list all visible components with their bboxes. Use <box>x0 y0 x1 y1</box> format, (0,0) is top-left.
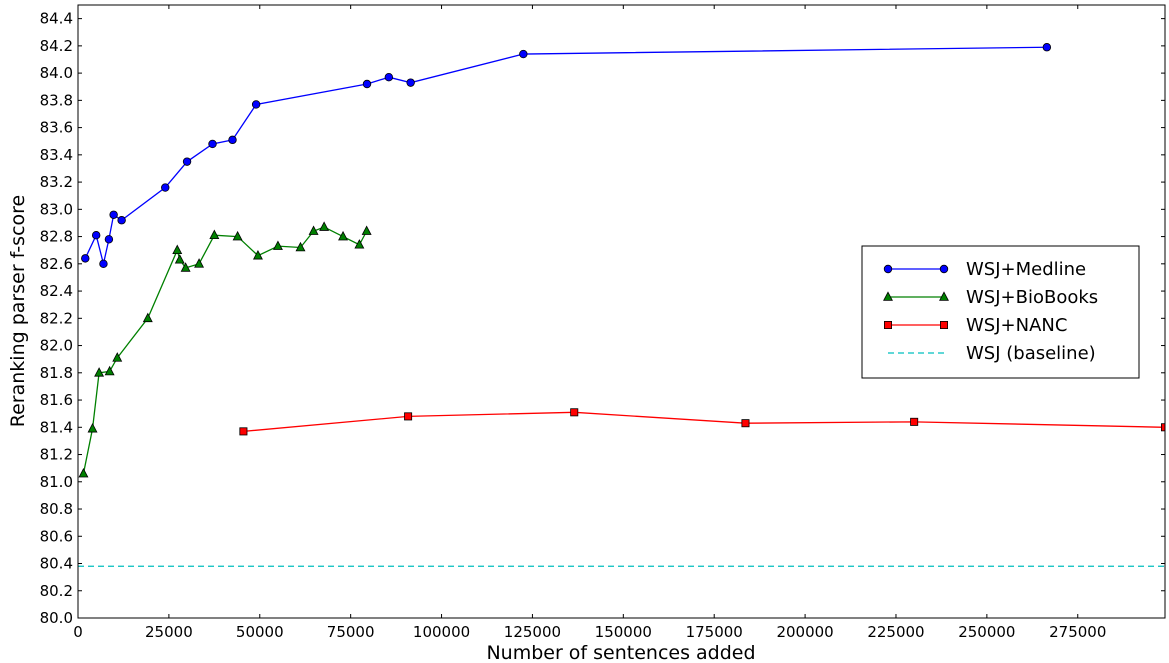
legend-label: WSJ+Medline <box>966 259 1086 280</box>
data-point <box>112 352 123 362</box>
legend-marker <box>883 264 893 274</box>
y-tick-label: 84.0 <box>40 64 73 82</box>
data-point <box>182 157 192 166</box>
data-point <box>91 231 101 240</box>
legend-marker <box>939 264 949 274</box>
data-point <box>362 79 372 89</box>
y-tick-label: 82.8 <box>40 228 73 246</box>
x-tick-label: 150000 <box>595 623 652 641</box>
legend-marker <box>939 291 949 301</box>
y-tick-label: 83.2 <box>40 173 73 191</box>
data-point <box>94 367 105 377</box>
data-point <box>117 216 126 225</box>
data-point <box>252 249 263 260</box>
y-tick-label: 83.4 <box>40 146 73 164</box>
data-point <box>142 312 153 323</box>
data-point <box>406 78 415 87</box>
data-point <box>104 365 115 376</box>
x-axis-label: Number of sentences added <box>486 642 755 663</box>
y-tick-label: 81.4 <box>40 418 73 436</box>
series-layer <box>78 43 1165 567</box>
x-tick-label: 125000 <box>504 623 561 641</box>
data-point <box>104 235 114 244</box>
x-tick-label: 50000 <box>236 623 284 641</box>
data-point <box>404 412 413 421</box>
y-tick-label: 83.6 <box>40 119 73 137</box>
y-tick-label: 80.6 <box>40 527 73 545</box>
data-point <box>109 210 118 219</box>
data-point <box>910 417 919 426</box>
series-line <box>243 411 1165 433</box>
legend-marker <box>883 291 893 301</box>
ticks <box>77 5 1165 619</box>
legend-label: WSJ+BioBooks <box>966 287 1098 308</box>
y-tick-label: 81.2 <box>40 446 73 464</box>
y-tick-label: 83.0 <box>40 200 73 218</box>
y-tick-label: 82.0 <box>40 337 73 355</box>
data-point <box>87 422 98 433</box>
x-tick-label: 100000 <box>413 623 470 641</box>
series-line <box>84 46 1047 264</box>
data-point <box>741 419 750 428</box>
data-point <box>232 230 243 241</box>
data-point <box>228 135 237 145</box>
data-point <box>172 244 183 255</box>
data-point <box>384 72 394 82</box>
y-tick-label: 80.8 <box>40 500 73 518</box>
legend-box <box>861 245 1140 379</box>
data-point <box>272 240 283 250</box>
x-tick-label: 225000 <box>867 623 924 641</box>
data-point <box>319 221 330 231</box>
legend: WSJ+Medline WSJ+BioBooks WSJ+NANC WSJ (base… <box>861 245 1140 379</box>
data-point <box>239 427 248 436</box>
x-tick-label: 275000 <box>1049 623 1106 641</box>
y-tick-label: 82.6 <box>40 255 73 273</box>
x-tick-label: 250000 <box>958 623 1015 641</box>
y-tick-label: 84.2 <box>40 37 73 55</box>
data-point <box>180 262 191 272</box>
data-point <box>78 467 89 478</box>
y-tick-label: 80.4 <box>40 555 73 573</box>
x-tick-label: 75000 <box>327 623 375 641</box>
legend-label: WSJ (baseline) <box>966 343 1096 364</box>
y-tick-label: 82.4 <box>40 282 73 300</box>
y-tick-label: 81.0 <box>40 473 73 491</box>
data-point <box>338 230 348 241</box>
data-point <box>209 229 220 240</box>
data-point <box>361 225 372 235</box>
data-point <box>519 49 528 59</box>
data-point <box>81 254 90 263</box>
data-point <box>251 100 261 109</box>
legend-marker <box>884 320 893 329</box>
x-tick-label: 200000 <box>776 623 833 641</box>
data-point <box>354 239 365 249</box>
legend-label: WSJ+NANC <box>966 315 1067 336</box>
legend-marker <box>940 320 949 329</box>
y-tick-label: 80.2 <box>40 582 73 600</box>
y-tick-label: 81.8 <box>40 364 73 382</box>
y-tick-label: 82.2 <box>40 309 73 327</box>
y-tick-label: 83.8 <box>40 91 73 109</box>
data-point <box>161 183 170 192</box>
data-point <box>295 241 306 252</box>
data-point <box>570 408 579 417</box>
x-tick-label: 25000 <box>145 623 193 641</box>
plot-frame <box>77 4 1166 619</box>
data-point <box>194 258 205 268</box>
data-point <box>1042 43 1052 52</box>
tick-labels: 0 25000 50000 75000 100000 125000 150000 175000… <box>40 10 1107 641</box>
x-tick-label: 175000 <box>686 623 743 641</box>
data-point <box>99 259 108 269</box>
y-tick-label: 80.0 <box>40 609 73 627</box>
data-point <box>1161 423 1165 432</box>
data-point <box>208 139 217 149</box>
data-point <box>174 254 185 264</box>
y-tick-label: 81.6 <box>40 391 73 409</box>
y-tick-label: 84.4 <box>40 10 73 28</box>
y-axis-label: Reranking parser f-score <box>7 195 29 427</box>
x-tick-label: 0 <box>73 623 83 641</box>
data-point <box>308 225 319 235</box>
